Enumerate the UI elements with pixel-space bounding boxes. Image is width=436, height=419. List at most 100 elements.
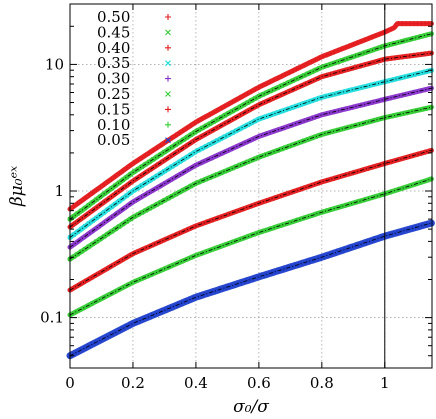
- data-point: [222, 134, 228, 139]
- data-point: [71, 221, 77, 227]
- data-point: [203, 176, 209, 182]
- legend-marker: [165, 60, 171, 67]
- data-point: [86, 210, 92, 216]
- data-point: [358, 121, 364, 127]
- data-point: [120, 256, 126, 262]
- data-point: [388, 26, 394, 32]
- data-point: [233, 97, 239, 103]
- data-point: [252, 156, 258, 162]
- data-point: [358, 38, 364, 44]
- data-point: [124, 165, 130, 171]
- data-point: [343, 44, 349, 50]
- data-point: [105, 265, 111, 271]
- data-point: [260, 132, 266, 138]
- data-point: [415, 35, 420, 40]
- data-point: [305, 99, 311, 105]
- data-point: [271, 77, 277, 83]
- data-point: [78, 216, 84, 222]
- data-point: [248, 120, 254, 126]
- data-point: [120, 326, 126, 331]
- data-point: [403, 227, 409, 233]
- legend-label: 0.35: [97, 54, 130, 72]
- data-point: [241, 124, 247, 130]
- theory-line: [69, 52, 432, 228]
- data-point: [305, 259, 311, 264]
- data-point: [328, 61, 333, 67]
- data-point: [211, 289, 216, 294]
- data-point: [320, 131, 326, 137]
- data-point: [316, 95, 322, 101]
- data-point: [139, 183, 145, 188]
- data-point: [222, 242, 228, 248]
- x-tick-label: 0.8: [310, 374, 334, 392]
- data-point: [252, 135, 258, 141]
- data-point: [275, 75, 281, 81]
- legend-marker: [165, 91, 171, 97]
- data-point: [180, 300, 186, 305]
- data-point: [146, 206, 152, 211]
- data-point: [71, 241, 77, 247]
- data-point: [263, 81, 269, 87]
- data-point: [207, 111, 213, 117]
- data-point: [222, 168, 228, 174]
- data-point: [350, 54, 356, 59]
- data-point: [301, 73, 307, 78]
- data-point: [384, 114, 390, 120]
- data-point: [260, 92, 266, 97]
- data-point: [400, 75, 405, 80]
- data-point: [256, 274, 262, 280]
- theory-line: [69, 106, 432, 260]
- data-point: [309, 115, 315, 121]
- data-point: [373, 59, 379, 65]
- legend-marker: [165, 75, 171, 82]
- data-point: [233, 144, 239, 150]
- data-point: [313, 57, 319, 63]
- data-point: [211, 109, 217, 115]
- data-point: [154, 240, 160, 246]
- data-point: [279, 92, 285, 98]
- data-point: [169, 304, 175, 310]
- series-0.50: [67, 21, 434, 212]
- data-point: [279, 83, 284, 89]
- data-point: [403, 74, 409, 79]
- legend-label: 0.25: [97, 85, 130, 103]
- data-point: [297, 216, 303, 222]
- data-point: [139, 210, 145, 215]
- data-point: [146, 167, 152, 173]
- data-point: [109, 176, 115, 182]
- x-axis-label: σ₀/σ: [233, 397, 269, 417]
- data-point: [116, 224, 122, 229]
- data-point: [184, 227, 190, 233]
- data-point: [260, 199, 266, 205]
- data-point: [350, 87, 356, 92]
- data-point: [343, 246, 349, 252]
- legend-label: 0.10: [97, 116, 130, 134]
- data-point: [177, 147, 183, 153]
- data-point: [294, 66, 300, 72]
- theory-line: [69, 70, 432, 238]
- data-point: [241, 93, 247, 99]
- data-point: [324, 93, 330, 99]
- data-point: [207, 121, 213, 127]
- theory-line: [69, 87, 432, 248]
- data-point: [275, 127, 281, 133]
- data-point: [339, 173, 345, 179]
- data-point: [309, 257, 315, 263]
- data-point: [332, 250, 337, 256]
- data-point: [335, 47, 341, 53]
- data-point: [150, 242, 156, 248]
- data-point: [146, 314, 152, 319]
- data-point: [392, 76, 398, 82]
- data-point: [146, 272, 152, 278]
- data-point: [286, 143, 292, 149]
- data-point: [90, 190, 96, 196]
- data-point: [192, 137, 198, 143]
- data-point: [400, 228, 405, 234]
- data-point: [260, 100, 266, 106]
- data-point: [365, 35, 371, 41]
- data-point: [263, 98, 269, 104]
- data-point: [362, 37, 368, 43]
- data-point: [150, 204, 156, 209]
- data-point: [264, 152, 269, 157]
